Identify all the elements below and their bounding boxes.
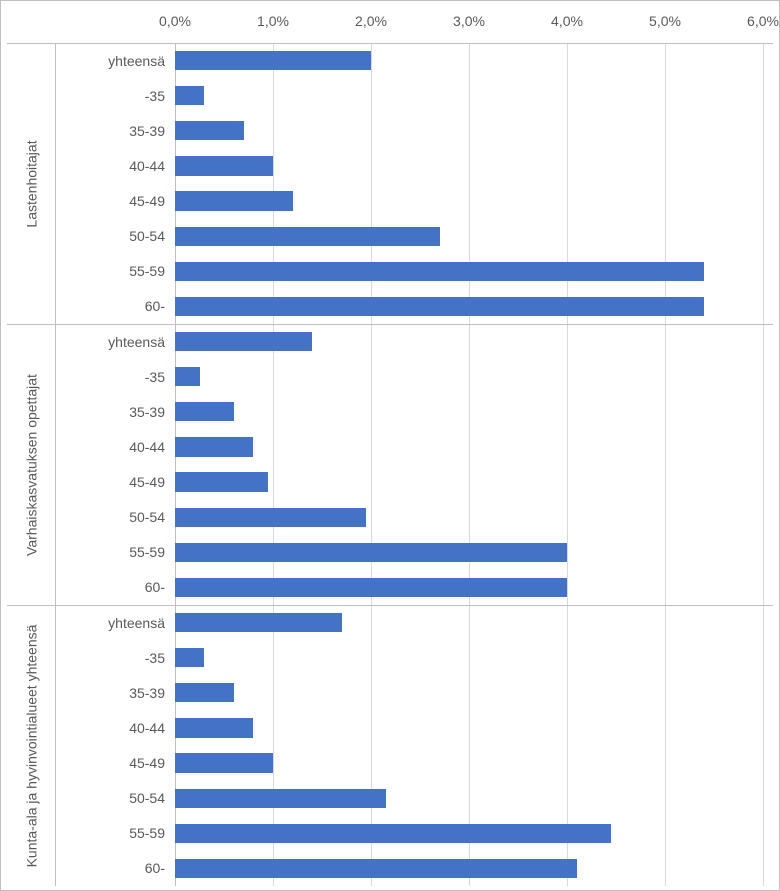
category-label: yhteensä bbox=[108, 334, 165, 350]
bar bbox=[175, 718, 253, 737]
bar bbox=[175, 191, 293, 210]
axis-top-line bbox=[7, 43, 773, 44]
bar bbox=[175, 472, 268, 491]
category-label: 40-44 bbox=[129, 158, 165, 174]
group-label: Lastenhoitajat bbox=[7, 48, 55, 319]
bar bbox=[175, 613, 342, 632]
gridline bbox=[371, 43, 372, 886]
bar bbox=[175, 332, 312, 351]
group-label: Varhaiskasvatuksen opettajat bbox=[7, 329, 55, 600]
bar bbox=[175, 227, 440, 246]
bar bbox=[175, 789, 386, 808]
category-label: 60- bbox=[145, 298, 165, 314]
category-label: 35-39 bbox=[129, 685, 165, 701]
bar bbox=[175, 683, 234, 702]
group-label: Kunta-ala ja hyvinvointialueet yhteensä bbox=[7, 610, 55, 881]
category-label: 45-49 bbox=[129, 193, 165, 209]
category-label: -35 bbox=[145, 88, 165, 104]
bar bbox=[175, 262, 704, 281]
x-axis-tick-label: 1,0% bbox=[257, 13, 289, 29]
gridline bbox=[763, 43, 764, 886]
bar bbox=[175, 437, 253, 456]
bar bbox=[175, 648, 204, 667]
group-divider bbox=[7, 324, 773, 325]
gridline bbox=[273, 43, 274, 886]
category-label: 45-49 bbox=[129, 474, 165, 490]
gridline bbox=[469, 43, 470, 886]
group-divider bbox=[7, 605, 773, 606]
bar bbox=[175, 859, 577, 878]
x-axis-tick-label: 4,0% bbox=[551, 13, 583, 29]
gridline bbox=[665, 43, 666, 886]
bar bbox=[175, 156, 273, 175]
bar bbox=[175, 51, 371, 70]
bar bbox=[175, 297, 704, 316]
bar bbox=[175, 824, 611, 843]
category-label: 50-54 bbox=[129, 790, 165, 806]
category-label: 35-39 bbox=[129, 404, 165, 420]
category-label: -35 bbox=[145, 650, 165, 666]
category-label: yhteensä bbox=[108, 615, 165, 631]
bar bbox=[175, 367, 200, 386]
x-axis-tick-label: 0,0% bbox=[159, 13, 191, 29]
category-label: 40-44 bbox=[129, 720, 165, 736]
x-axis-tick-label: 5,0% bbox=[649, 13, 681, 29]
bar bbox=[175, 578, 567, 597]
category-label: 55-59 bbox=[129, 544, 165, 560]
category-label: 35-39 bbox=[129, 123, 165, 139]
category-label: 55-59 bbox=[129, 825, 165, 841]
bar bbox=[175, 543, 567, 562]
category-label: 60- bbox=[145, 579, 165, 595]
bar bbox=[175, 86, 204, 105]
category-label: 50-54 bbox=[129, 509, 165, 525]
category-label: 45-49 bbox=[129, 755, 165, 771]
bar bbox=[175, 753, 273, 772]
grouped-horizontal-bar-chart: 0,0% 1,0% 2,0% 3,0% 4,0% 5,0% 6,0% Lastenhoitaj… bbox=[0, 0, 780, 891]
gridline bbox=[567, 43, 568, 886]
x-axis-tick-label: 6,0% bbox=[747, 13, 779, 29]
category-label: 50-54 bbox=[129, 228, 165, 244]
x-axis-tick-label: 2,0% bbox=[355, 13, 387, 29]
category-label: -35 bbox=[145, 369, 165, 385]
category-label: yhteensä bbox=[108, 53, 165, 69]
bar bbox=[175, 508, 366, 527]
category-label: 55-59 bbox=[129, 263, 165, 279]
category-label: 40-44 bbox=[129, 439, 165, 455]
bar bbox=[175, 121, 244, 140]
category-label: 60- bbox=[145, 860, 165, 876]
bar bbox=[175, 402, 234, 421]
x-axis-tick-label: 3,0% bbox=[453, 13, 485, 29]
